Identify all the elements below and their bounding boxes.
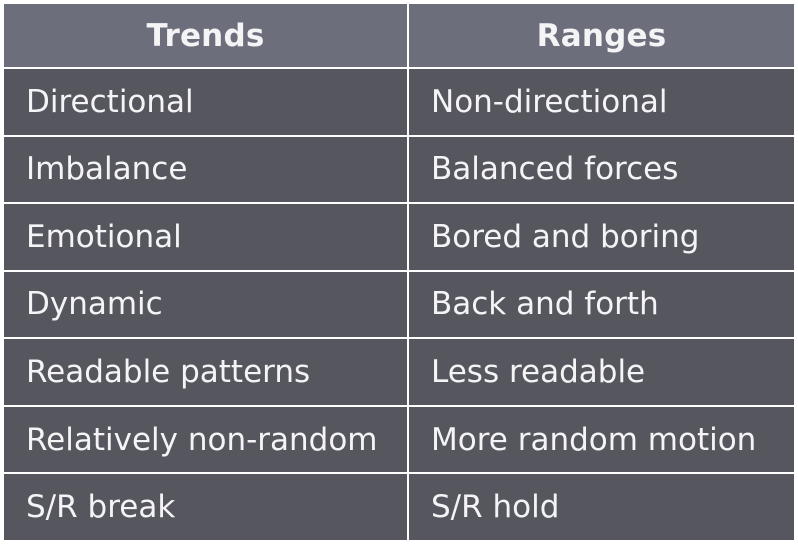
cell-range: Non-directional bbox=[409, 69, 794, 135]
table-body: Directional Non-directional Imbalance Ba… bbox=[4, 69, 794, 540]
table-row: Dynamic Back and forth bbox=[4, 271, 794, 338]
cell-trend: Directional bbox=[4, 69, 407, 135]
table-row: S/R break S/R hold bbox=[4, 474, 794, 540]
table-row: Imbalance Balanced forces bbox=[4, 136, 794, 203]
cell-trend: Relatively non-random bbox=[4, 406, 407, 473]
table-row: Relatively non-random More random motion bbox=[4, 406, 794, 473]
cell-range: S/R hold bbox=[409, 474, 794, 540]
header-ranges: Ranges bbox=[409, 4, 794, 67]
table-row: Directional Non-directional bbox=[4, 69, 794, 135]
header-row: Trends Ranges bbox=[4, 4, 794, 67]
cell-trend: Imbalance bbox=[4, 136, 407, 203]
table-row: Readable patterns Less readable bbox=[4, 339, 794, 405]
cell-range: Bored and boring bbox=[409, 204, 794, 270]
table-header: Trends Ranges bbox=[4, 4, 794, 67]
cell-range: More random motion bbox=[409, 406, 794, 473]
cell-range: Back and forth bbox=[409, 271, 794, 338]
cell-range: Balanced forces bbox=[409, 136, 794, 203]
cell-trend: Dynamic bbox=[4, 271, 407, 338]
cell-trend: Readable patterns bbox=[4, 339, 407, 405]
cell-trend: Emotional bbox=[4, 204, 407, 270]
cell-range: Less readable bbox=[409, 339, 794, 405]
cell-trend: S/R break bbox=[4, 474, 407, 540]
table-row: Emotional Bored and boring bbox=[4, 204, 794, 270]
header-trends: Trends bbox=[4, 4, 407, 67]
